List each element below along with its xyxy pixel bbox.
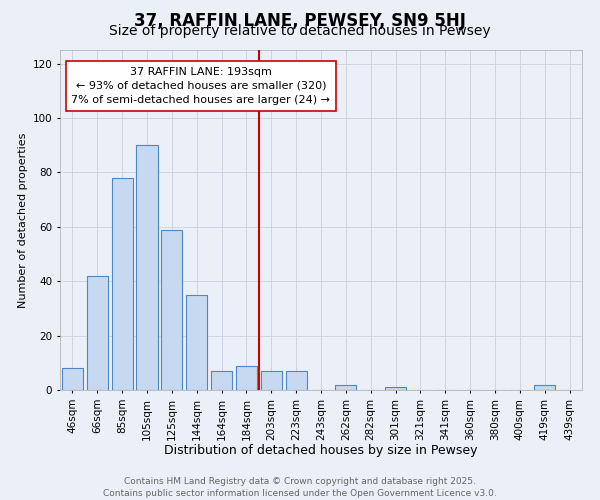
Text: 37, RAFFIN LANE, PEWSEY, SN9 5HJ: 37, RAFFIN LANE, PEWSEY, SN9 5HJ <box>134 12 466 30</box>
Text: Contains HM Land Registry data © Crown copyright and database right 2025.
Contai: Contains HM Land Registry data © Crown c… <box>103 476 497 498</box>
Bar <box>62 368 83 390</box>
Bar <box>261 371 282 390</box>
Bar <box>385 388 406 390</box>
Text: 37 RAFFIN LANE: 193sqm
← 93% of detached houses are smaller (320)
7% of semi-det: 37 RAFFIN LANE: 193sqm ← 93% of detached… <box>71 67 331 105</box>
X-axis label: Distribution of detached houses by size in Pewsey: Distribution of detached houses by size … <box>164 444 478 457</box>
Bar <box>161 230 182 390</box>
Bar <box>211 371 232 390</box>
Bar <box>236 366 257 390</box>
Text: Size of property relative to detached houses in Pewsey: Size of property relative to detached ho… <box>109 24 491 38</box>
Bar <box>286 371 307 390</box>
Y-axis label: Number of detached properties: Number of detached properties <box>19 132 28 308</box>
Bar <box>186 295 207 390</box>
Bar <box>87 276 108 390</box>
Bar <box>136 145 158 390</box>
Bar <box>335 384 356 390</box>
Bar <box>112 178 133 390</box>
Bar <box>534 384 555 390</box>
